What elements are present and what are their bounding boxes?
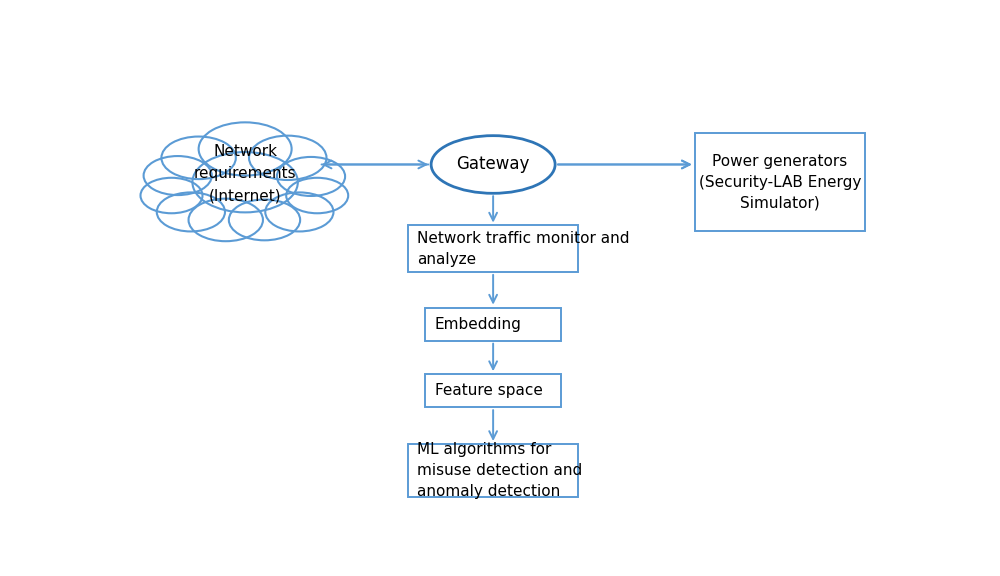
FancyBboxPatch shape [408, 225, 578, 272]
Text: Power generators
(Security-LAB Energy
Simulator): Power generators (Security-LAB Energy Si… [699, 154, 861, 211]
Circle shape [286, 178, 348, 213]
Circle shape [144, 156, 212, 195]
Circle shape [229, 199, 300, 240]
FancyBboxPatch shape [695, 134, 865, 231]
Circle shape [192, 152, 298, 213]
Circle shape [199, 122, 292, 176]
Circle shape [249, 135, 326, 180]
Text: Feature space: Feature space [435, 383, 542, 398]
Text: Embedding: Embedding [435, 317, 521, 332]
Text: ML algorithms for
misuse detection and
anomaly detection: ML algorithms for misuse detection and a… [417, 442, 582, 499]
Text: Network traffic monitor and
analyze: Network traffic monitor and analyze [417, 231, 630, 267]
Text: Gateway: Gateway [456, 156, 530, 173]
FancyBboxPatch shape [408, 444, 578, 497]
Circle shape [140, 178, 202, 213]
Ellipse shape [431, 135, 555, 194]
Circle shape [157, 192, 225, 232]
FancyBboxPatch shape [425, 308, 561, 341]
Text: Network
requirements
(Internet): Network requirements (Internet) [194, 143, 296, 203]
Circle shape [161, 137, 236, 179]
Circle shape [189, 199, 263, 241]
Circle shape [265, 192, 333, 232]
Circle shape [277, 157, 345, 196]
FancyBboxPatch shape [425, 374, 561, 407]
